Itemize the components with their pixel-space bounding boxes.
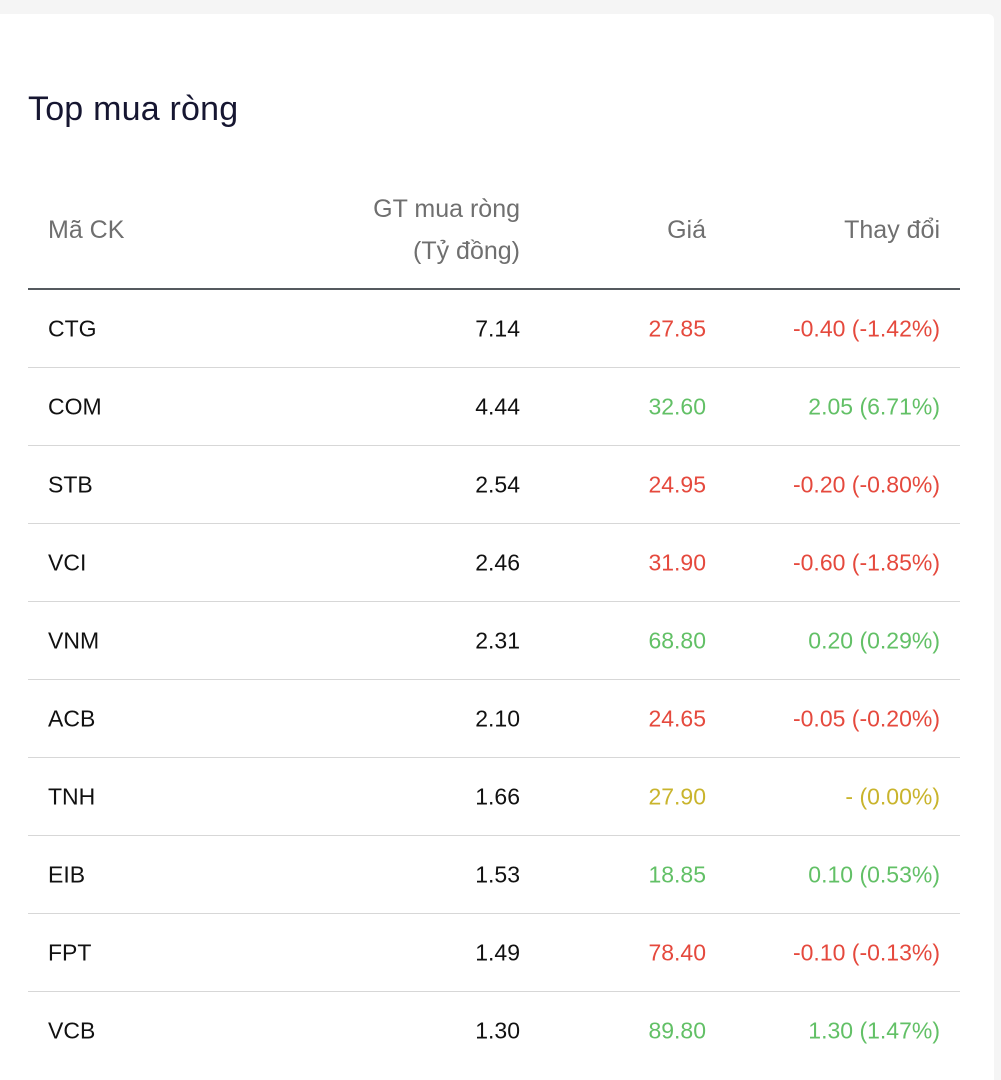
net-buy-cell: 2.10 [475,705,520,731]
symbol-cell[interactable]: VCB [48,1017,96,1043]
change-cell: 0.10 (0.53%) [808,861,940,887]
price-cell: 78.40 [648,939,706,965]
column-header-net-buy-line2: (Tỷ đồng) [413,237,520,265]
net-buy-table: Mã CK GT mua ròng (Tỷ đồng) Giá Thay đổi… [28,172,960,1069]
top-net-buy-card: Top mua ròng Mã CK GT mua ròng (Tỷ đồng)… [0,14,994,1080]
symbol-cell[interactable]: TNH [48,783,96,809]
net-buy-cell: 2.54 [475,471,520,497]
price-cell: 89.80 [648,1017,706,1043]
table-header: Mã CK GT mua ròng (Tỷ đồng) Giá Thay đổi [28,172,960,290]
symbol-cell[interactable]: VCI [48,549,87,575]
table-row[interactable]: ACB 2.10 24.65 -0.05 (-0.20%) [28,680,960,758]
price-cell: 27.85 [648,315,706,341]
table-row[interactable]: STB 2.54 24.95 -0.20 (-0.80%) [28,446,960,524]
card-title: Top mua ròng [28,90,239,128]
table-row[interactable]: CTG 7.14 27.85 -0.40 (-1.42%) [28,290,960,368]
table-row[interactable]: VCI 2.46 31.90 -0.60 (-1.85%) [28,524,960,602]
price-cell: 27.90 [648,783,706,809]
change-cell: - (0.00%) [845,783,940,809]
price-cell: 68.80 [648,627,706,653]
table-body: CTG 7.14 27.85 -0.40 (-1.42%) COM 4.44 3… [28,290,960,1069]
column-header-net-buy[interactable]: GT mua ròng (Tỷ đồng) [373,188,520,272]
table-row[interactable]: VNM 2.31 68.80 0.20 (0.29%) [28,602,960,680]
price-cell: 18.85 [648,861,706,887]
table-row[interactable]: FPT 1.49 78.40 -0.10 (-0.13%) [28,914,960,992]
change-cell: -0.40 (-1.42%) [792,315,940,341]
price-cell: 31.90 [648,549,706,575]
net-buy-cell: 2.46 [475,549,520,575]
symbol-cell[interactable]: FPT [48,939,92,965]
net-buy-cell: 1.53 [475,861,520,887]
symbol-cell[interactable]: ACB [48,705,96,731]
net-buy-cell: 1.66 [475,783,520,809]
price-cell: 24.95 [648,471,706,497]
table-row[interactable]: EIB 1.53 18.85 0.10 (0.53%) [28,836,960,914]
price-cell: 32.60 [648,393,706,419]
column-header-symbol[interactable]: Mã CK [48,216,125,244]
change-cell: 0.20 (0.29%) [808,627,940,653]
change-cell: -0.05 (-0.20%) [792,705,940,731]
net-buy-cell: 4.44 [475,393,520,419]
table-row[interactable]: VCB 1.30 89.80 1.30 (1.47%) [28,992,960,1069]
net-buy-cell: 1.49 [475,939,520,965]
symbol-cell[interactable]: STB [48,471,93,497]
column-header-price[interactable]: Giá [667,216,706,244]
price-cell: 24.65 [648,705,706,731]
symbol-cell[interactable]: EIB [48,861,86,887]
symbol-cell[interactable]: CTG [48,315,97,341]
change-cell: -0.20 (-0.80%) [792,471,940,497]
change-cell: 2.05 (6.71%) [808,393,940,419]
change-cell: -0.10 (-0.13%) [792,939,940,965]
change-cell: -0.60 (-1.85%) [792,549,940,575]
net-buy-cell: 7.14 [475,315,520,341]
column-header-net-buy-line1: GT mua ròng [373,195,520,223]
symbol-cell[interactable]: COM [48,393,102,419]
table-row[interactable]: COM 4.44 32.60 2.05 (6.71%) [28,368,960,446]
net-buy-cell: 2.31 [475,627,520,653]
net-buy-cell: 1.30 [475,1017,520,1043]
table-row[interactable]: TNH 1.66 27.90 - (0.00%) [28,758,960,836]
symbol-cell[interactable]: VNM [48,627,100,653]
column-header-change[interactable]: Thay đổi [844,216,940,244]
change-cell: 1.30 (1.47%) [808,1017,940,1043]
